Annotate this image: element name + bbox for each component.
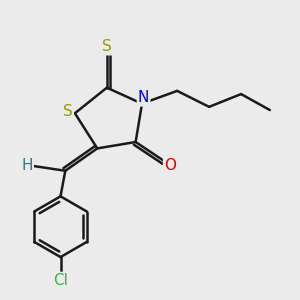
Text: Cl: Cl: [53, 273, 68, 288]
Text: S: S: [63, 104, 73, 119]
Text: H: H: [21, 158, 33, 173]
Text: O: O: [164, 158, 176, 172]
Text: S: S: [102, 39, 112, 54]
Text: N: N: [138, 90, 149, 105]
